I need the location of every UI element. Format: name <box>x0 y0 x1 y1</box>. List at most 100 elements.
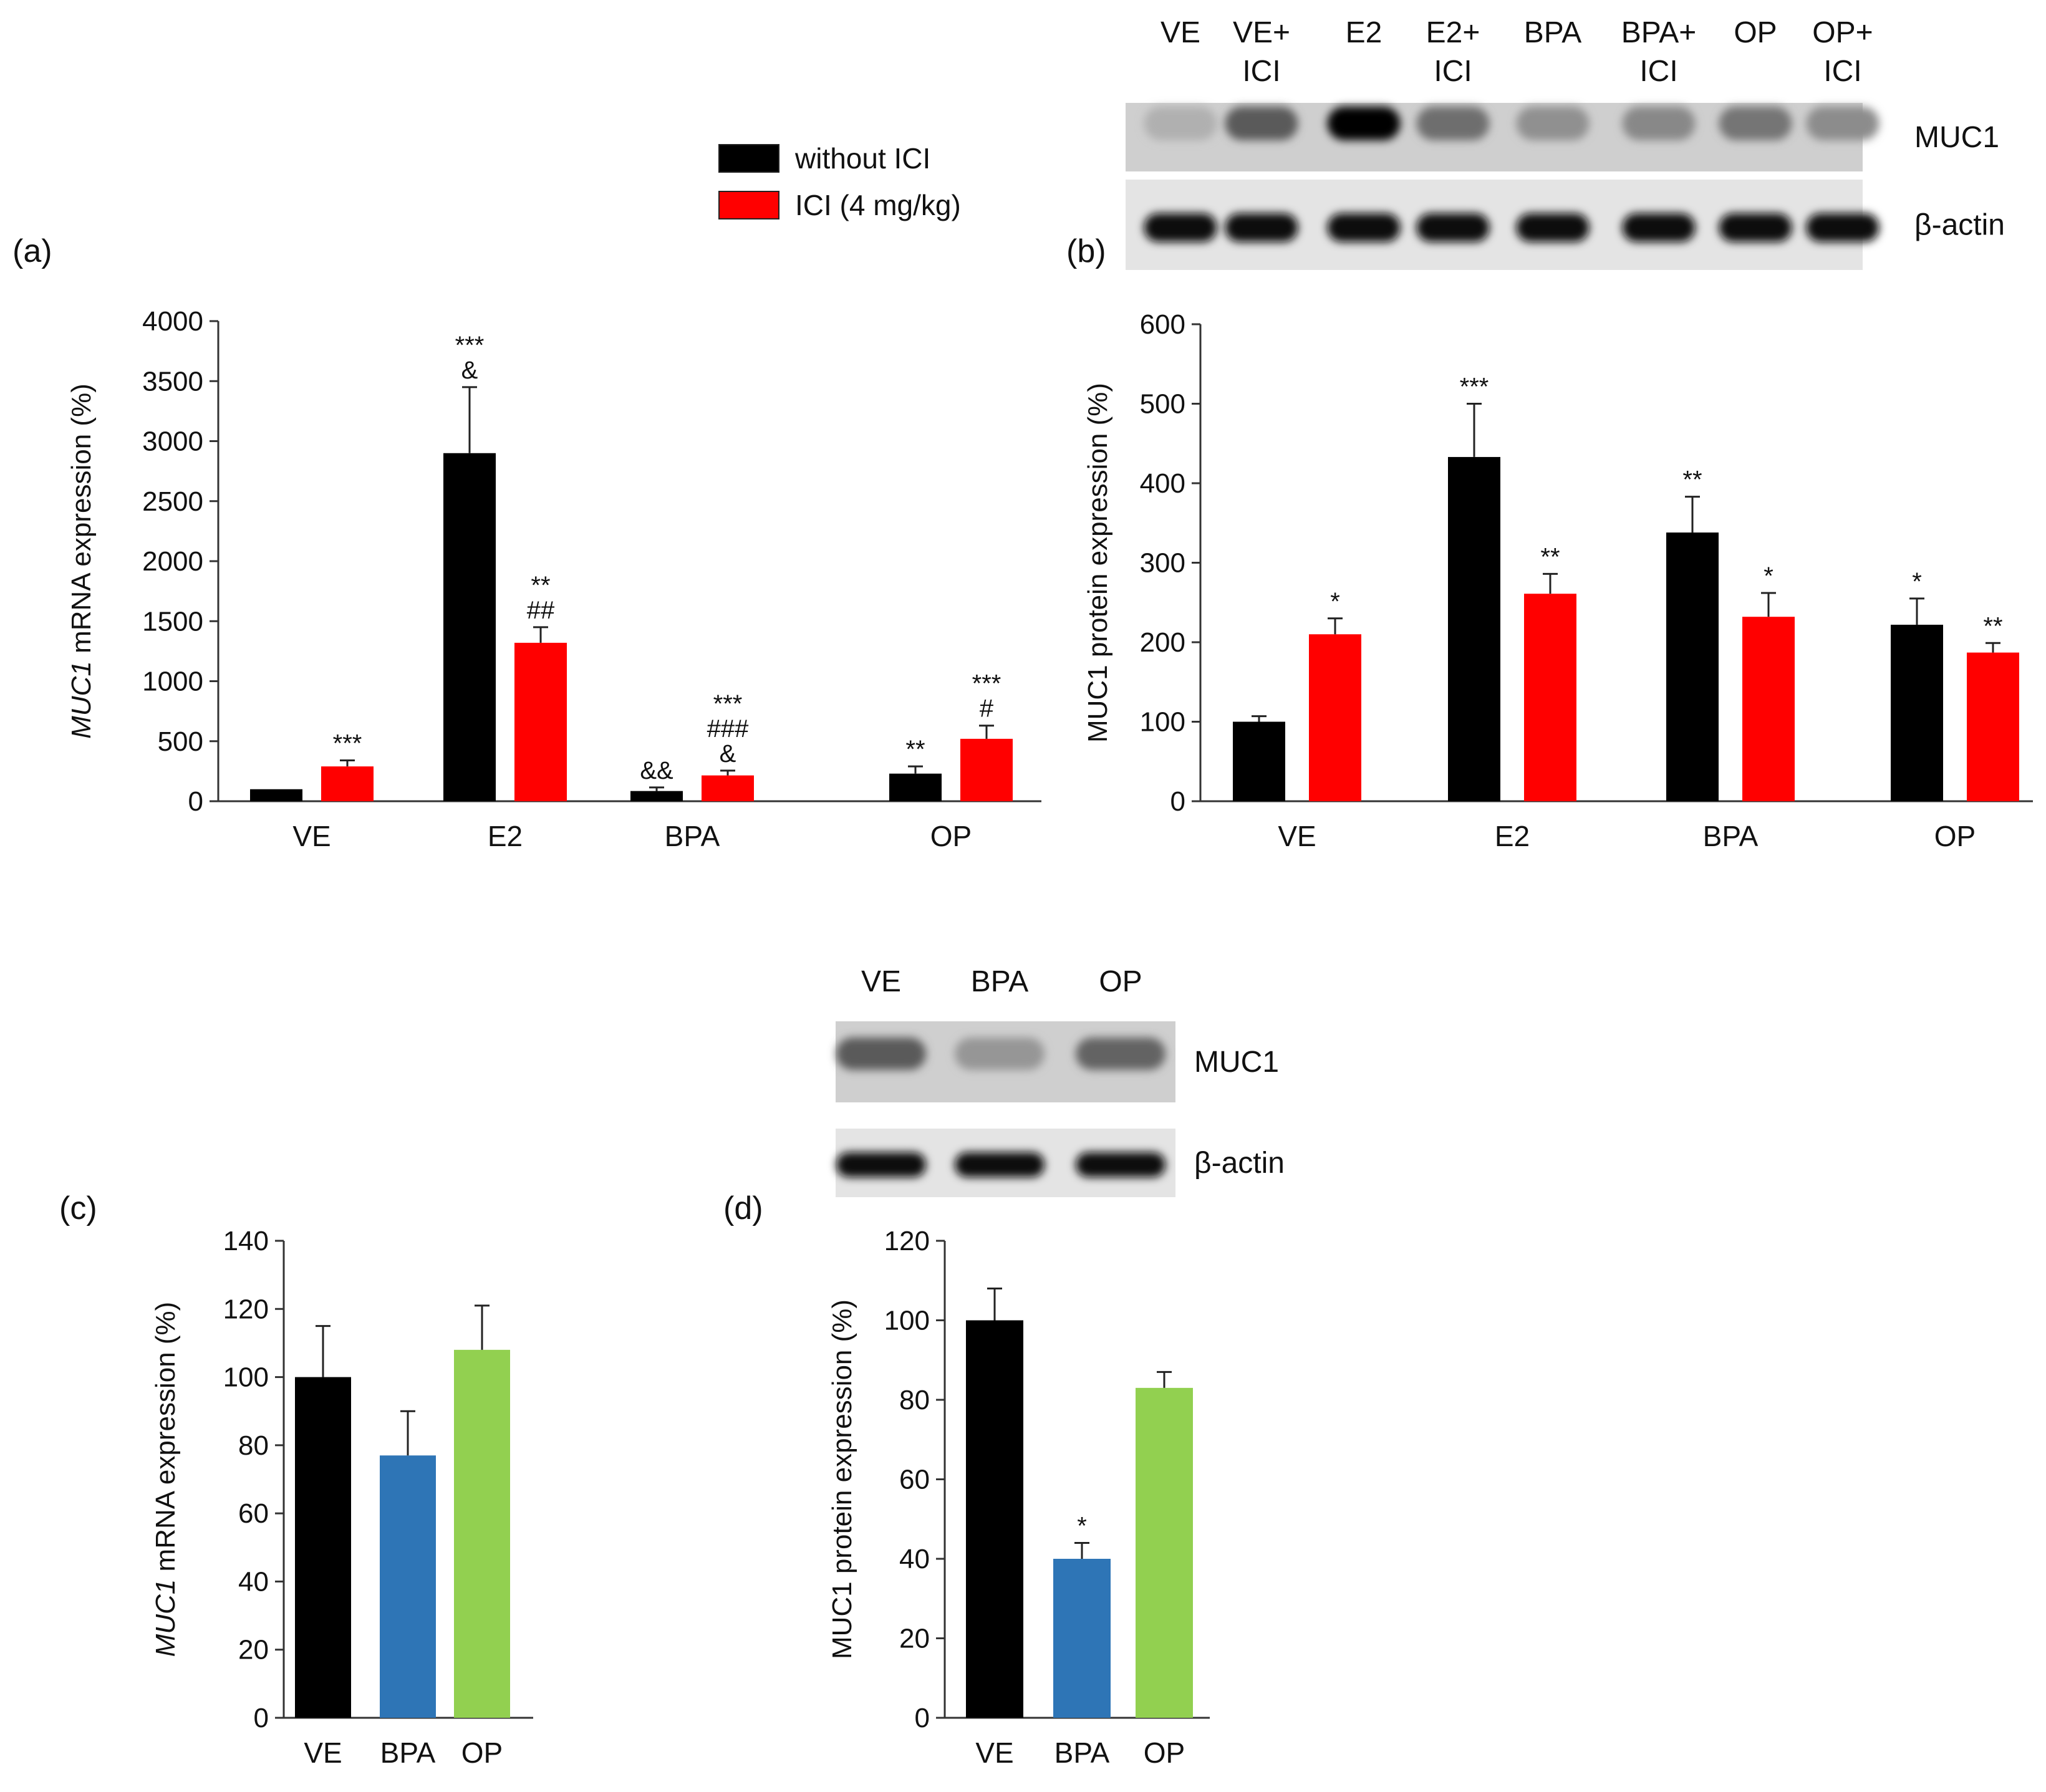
x-tick-label: E2 <box>488 820 523 852</box>
y-tick-label: 20 <box>899 1624 930 1654</box>
bar <box>966 1320 1023 1718</box>
blot-lane-label: BPA+ <box>1621 16 1697 49</box>
x-tick-label: E2 <box>1495 820 1530 852</box>
significance-label: ## <box>527 597 555 624</box>
y-tick-label: 500 <box>1140 389 1185 420</box>
blot-lane-label: BPA <box>971 965 1028 998</box>
y-tick-label: 1500 <box>142 606 203 637</box>
y-tick-label: 1000 <box>142 667 203 697</box>
blot-lane-label: OP <box>1099 965 1142 998</box>
legend: without ICI ICI (4 mg/kg) <box>718 142 961 221</box>
blot-band <box>1144 213 1217 242</box>
chart-c: 0 20 40 60 80 100 120 140 MUC1 mRNA expression (… <box>150 1226 533 1769</box>
blot-band <box>1622 107 1696 140</box>
y-tick-label: 400 <box>1140 468 1185 499</box>
bar <box>630 791 683 801</box>
x-tick-label: VE <box>304 1737 342 1769</box>
blot-band <box>1076 1038 1165 1070</box>
significance-label: * <box>1330 588 1340 615</box>
blot-band <box>1225 213 1298 242</box>
blot-band <box>1076 1152 1165 1177</box>
blot-lane-label: BPA <box>1524 16 1581 49</box>
blot-band <box>836 1152 926 1177</box>
y-tick-label: 100 <box>223 1362 269 1393</box>
significance-label: & <box>461 357 478 384</box>
y-tick-label: 20 <box>238 1635 269 1665</box>
blot-lane-label: E2 <box>1346 16 1382 49</box>
significance-label: && <box>640 757 673 784</box>
blot-lane-label: ICI <box>1823 55 1861 88</box>
y-tick-label: 80 <box>238 1430 269 1461</box>
blot-band <box>1806 213 1880 242</box>
bar <box>1309 634 1361 801</box>
blot-band <box>836 1038 926 1070</box>
significance-label: ** <box>531 572 550 599</box>
legend-label-ici: ICI (4 mg/kg) <box>795 189 961 221</box>
x-tick-label: OP <box>461 1737 503 1769</box>
y-tick-label: 0 <box>915 1703 930 1733</box>
blot-band <box>955 1152 1045 1177</box>
significance-label: & <box>720 740 736 768</box>
blot-band <box>1719 213 1792 242</box>
x-tick-label: BPA <box>665 820 720 852</box>
significance-label: ** <box>1983 612 2002 640</box>
blot-lane-label: ICI <box>1434 55 1472 88</box>
y-tick-label: 60 <box>899 1465 930 1495</box>
y-axis-label: MUC1 mRNA expression (%) <box>66 383 97 739</box>
legend-label-without-ici: without ICI <box>794 142 930 175</box>
y-tick-label: 4000 <box>142 306 203 337</box>
blot-lane-label: VE <box>1161 16 1200 49</box>
y-tick-label: 200 <box>1140 627 1185 658</box>
significance-label: ### <box>707 715 749 743</box>
y-axis-label: MUC1 mRNA expression (%) <box>150 1302 181 1657</box>
y-tick-label: 3000 <box>142 426 203 457</box>
y-tick-label: 0 <box>188 786 203 817</box>
y-tick-label: 2000 <box>142 546 203 577</box>
y-tick-label: 60 <box>238 1498 269 1529</box>
y-tick-label: 100 <box>1140 707 1185 738</box>
blot-row-label: β-actin <box>1194 1147 1285 1180</box>
bar <box>1053 1559 1111 1718</box>
y-tick-label: 0 <box>254 1703 269 1733</box>
x-tick-label: BPA <box>1054 1737 1110 1769</box>
bar <box>1233 721 1285 801</box>
blot-row-label: β-actin <box>1914 209 2005 242</box>
bar <box>1967 652 2019 801</box>
significance-label: *** <box>713 690 743 718</box>
bar <box>960 738 1013 801</box>
bar <box>1891 624 1943 801</box>
significance-label: # <box>980 695 994 723</box>
significance-label: ** <box>1540 543 1560 571</box>
western-blot-d: VE BPA OP MUC1 β-actin <box>836 965 1285 1197</box>
chart-b: 0 100 200 300 400 500 600 MUC1 protein expressi… <box>1083 309 2033 852</box>
bar <box>514 642 567 801</box>
y-tick-label: 80 <box>899 1385 930 1415</box>
y-axis-label: MUC1 protein expression (%) <box>1083 383 1113 743</box>
chart-d: 0 20 40 60 80 100 120 MUC1 protein expression (… <box>827 1226 1210 1769</box>
bar <box>295 1377 351 1718</box>
blot-band <box>1416 107 1490 140</box>
panel-label-a: (a) <box>12 233 52 269</box>
blot-band <box>1327 213 1401 242</box>
blot-lane-label: OP <box>1734 16 1777 49</box>
blot-band <box>1806 107 1880 140</box>
bar <box>443 453 496 801</box>
y-tick-label: 500 <box>158 726 203 757</box>
chart-a: 0 500 1000 1500 2000 2500 3000 3500 4000 MUC1 mRN… <box>66 306 1041 852</box>
blot-band <box>1416 213 1490 242</box>
significance-label: ** <box>1682 466 1702 494</box>
legend-swatch-without-ici <box>718 144 779 173</box>
bar <box>889 773 942 801</box>
y-tick-label: 40 <box>899 1544 930 1574</box>
blot-band <box>1516 107 1590 140</box>
significance-label: *** <box>1460 373 1489 401</box>
legend-swatch-ici <box>718 191 779 219</box>
significance-label: *** <box>972 670 1001 698</box>
x-tick-label: VE <box>1278 820 1316 852</box>
x-tick-label: OP <box>1934 820 1976 852</box>
western-blot-b: VE VE+ ICI E2 E2+ ICI BPA BPA+ ICI OP OP+ ICI MUC1 β-… <box>1126 16 2005 270</box>
panel-label-c: (c) <box>59 1190 97 1226</box>
y-tick-label: 0 <box>1170 786 1185 817</box>
blot-band <box>1225 107 1298 140</box>
